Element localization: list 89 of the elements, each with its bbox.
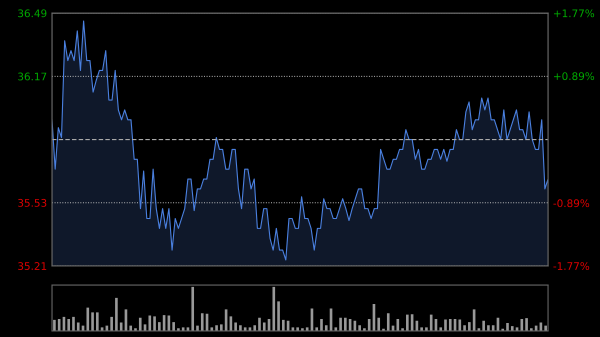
bar xyxy=(215,325,218,331)
bar xyxy=(138,318,142,331)
bar xyxy=(277,301,280,331)
bar xyxy=(72,316,75,331)
bar xyxy=(158,322,161,331)
bar xyxy=(258,318,261,331)
bar xyxy=(86,308,90,331)
bar xyxy=(239,325,242,331)
bar xyxy=(434,319,438,331)
bar xyxy=(67,319,70,331)
bar xyxy=(129,326,132,331)
bar xyxy=(96,312,99,331)
bar xyxy=(468,322,471,331)
bar xyxy=(76,322,80,331)
bar xyxy=(416,320,418,331)
bar xyxy=(454,319,456,331)
bar xyxy=(487,325,490,331)
bar xyxy=(396,319,400,331)
y-tick-label: 36.49 xyxy=(18,9,46,18)
y2-tick-label: +0.89% xyxy=(554,72,594,80)
bar xyxy=(458,319,462,331)
bar xyxy=(91,312,94,331)
bar xyxy=(82,326,84,331)
bar xyxy=(53,320,56,331)
bar xyxy=(544,326,547,331)
y-tick-label: 36.17 xyxy=(18,72,46,80)
bar xyxy=(206,314,208,331)
bar xyxy=(234,322,237,331)
bar xyxy=(124,309,128,331)
bar xyxy=(496,318,500,331)
bar xyxy=(386,313,390,331)
bar xyxy=(262,322,266,331)
bar xyxy=(448,319,452,331)
bar xyxy=(482,320,485,331)
bar xyxy=(186,327,190,331)
bar xyxy=(200,313,204,331)
bar xyxy=(348,319,352,331)
bar xyxy=(358,325,361,331)
bar xyxy=(230,316,232,331)
bar xyxy=(344,318,347,331)
bar xyxy=(162,315,166,331)
bar xyxy=(516,327,518,331)
bar xyxy=(148,316,152,331)
y-tick-label: 35.53 xyxy=(18,198,46,207)
bar xyxy=(492,325,495,331)
bar xyxy=(463,325,466,331)
bar xyxy=(410,314,414,331)
y2-tick-label: +1.77% xyxy=(554,9,594,18)
bar xyxy=(286,320,290,331)
bar xyxy=(62,316,66,331)
bar xyxy=(168,316,170,331)
bar xyxy=(377,318,380,331)
bar xyxy=(540,322,542,331)
bar xyxy=(472,309,476,331)
bar xyxy=(191,286,194,331)
bar xyxy=(310,308,314,331)
bar xyxy=(354,320,356,331)
bar xyxy=(268,319,270,331)
bar xyxy=(330,308,332,331)
bar xyxy=(534,326,538,331)
bar xyxy=(272,286,276,331)
y2-tick-label: -0.89% xyxy=(553,199,590,208)
bar xyxy=(282,320,285,331)
bar xyxy=(525,318,528,331)
bar xyxy=(430,314,432,331)
bar xyxy=(120,322,122,331)
bar xyxy=(320,319,323,331)
bar xyxy=(153,316,156,331)
bar xyxy=(224,309,228,331)
y2-tick-label: -1.77% xyxy=(553,262,590,270)
bar xyxy=(196,326,199,331)
bar xyxy=(106,326,108,331)
bar xyxy=(110,316,113,331)
bar xyxy=(144,324,146,331)
bar xyxy=(115,298,118,331)
bar xyxy=(372,304,376,331)
bar xyxy=(506,323,509,331)
bar xyxy=(58,319,60,331)
bar xyxy=(339,318,342,331)
bar xyxy=(368,319,370,331)
bar xyxy=(248,327,252,331)
bar xyxy=(444,319,447,331)
bar xyxy=(324,325,328,331)
y-tick-label: 35.21 xyxy=(18,262,46,270)
bar xyxy=(406,314,409,331)
bar xyxy=(392,326,394,331)
bar xyxy=(172,322,175,331)
bar xyxy=(253,325,256,331)
bar xyxy=(520,319,524,331)
